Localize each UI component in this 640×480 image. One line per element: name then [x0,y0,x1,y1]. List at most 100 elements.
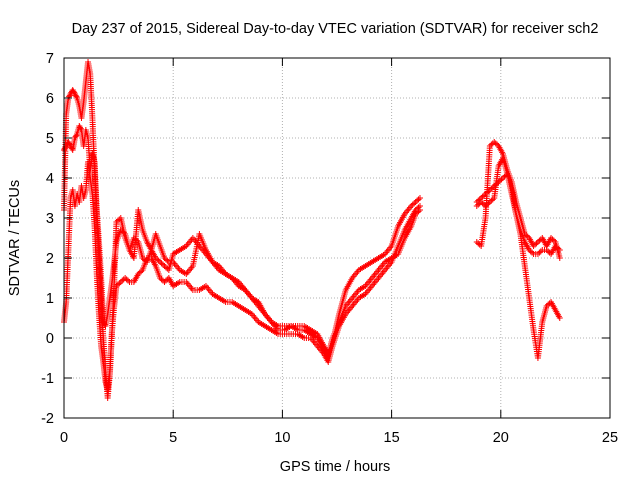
series-2-point [498,176,505,183]
series-2-point [543,303,550,309]
series-3-point [543,247,550,253]
x-tick-label: 0 [60,430,68,446]
series-2-point [135,271,142,277]
series-3-point [482,203,489,209]
series-3-point [534,251,541,257]
x-tick-labels: 0 5 10 15 20 25 [60,430,618,446]
series-2-point [545,301,552,308]
y-tick-label: 1 [46,291,54,307]
series-2-point [488,185,495,192]
series-3-point [162,256,169,263]
series-1-point [160,261,167,268]
series-3-point [483,201,490,208]
series-2-point [161,279,168,285]
series-3-point [536,249,543,256]
y-tick-label: 0 [46,331,54,347]
series-1-point [523,232,530,239]
series-1-point [532,241,539,248]
series-3-point [527,248,534,255]
series-1-point [416,195,423,201]
series-1-point [113,219,120,225]
series-3-point [71,135,78,141]
plot-frame [63,57,611,419]
series-3-point [66,140,73,147]
series-2-point [481,192,488,199]
series-3-point [66,141,73,148]
series-1-point [71,89,78,96]
series-2-point [158,276,165,283]
series-3-point [77,125,84,132]
series-2-point [123,276,130,283]
series-1-point [114,217,121,224]
series-3-point [119,228,126,235]
x-tick-label: 5 [169,430,177,446]
series-3-point [475,201,482,208]
series-3-point [485,200,492,207]
series-2-point [556,315,563,321]
series-1-point [530,243,537,249]
series-3-point [412,211,419,217]
series-1-point [492,140,499,147]
data-points [61,59,563,401]
series-1-point [71,91,78,97]
series-3-point [473,203,480,209]
y-tick-label: 5 [46,131,54,147]
series-3-point [69,145,76,152]
series-2-point [114,281,121,288]
series-3-point [415,208,422,215]
series-1-point [66,93,73,100]
series-1-point [556,255,563,261]
x-tick-label: 15 [384,430,400,446]
series-2-point [483,189,490,196]
series-1-point [161,263,168,269]
series-2-point [136,269,143,276]
series-3-point [61,145,68,152]
series-2-point [119,277,126,284]
y-tick-label: 4 [46,171,54,187]
series-3-point [73,132,80,139]
series-1-point [158,260,165,267]
series-3-point [65,139,72,145]
series-3-point [555,245,562,252]
y-tick-label: -2 [41,411,54,427]
series-3-point [130,235,137,241]
series-1-point [534,239,541,245]
series-3-point [489,196,496,203]
series-1-point [408,203,415,209]
series-3-point [101,321,108,328]
series-3-point [478,199,485,205]
y-axis-label: SDTVAR / TECUs [7,180,23,296]
y-tick-label: -1 [41,371,54,387]
series-1-point [162,264,169,271]
series-1-point [409,201,416,208]
x-tick-label: 25 [602,430,618,446]
series-1-point [549,236,556,243]
series-1-point [69,87,76,93]
series-3-point [488,197,495,204]
series-1-point [155,257,162,264]
series-3-point [161,255,168,261]
series-2-point [117,279,124,285]
series-1-point [415,196,422,203]
series-3-point [139,255,146,261]
y-tick-label: 3 [46,211,54,227]
series-2-point [162,277,169,284]
x-axis-label: GPS time / hours [280,459,390,475]
series-1-point [486,143,493,149]
series-1-point [414,197,421,204]
plot-axes [63,57,611,419]
series-1-point [66,92,73,99]
series-1-point [157,259,164,265]
series-3-point [545,248,552,255]
series-3-point [537,248,544,255]
series-3-point [414,209,421,216]
series-3-point [526,247,533,253]
y-tick-label: 2 [46,251,54,267]
series-1-point [488,141,495,148]
series-1-point [473,239,480,245]
series-3-point [76,123,83,129]
series-1-point [73,93,80,100]
y-tick-label: 7 [46,51,54,67]
series-3-point [62,144,69,151]
